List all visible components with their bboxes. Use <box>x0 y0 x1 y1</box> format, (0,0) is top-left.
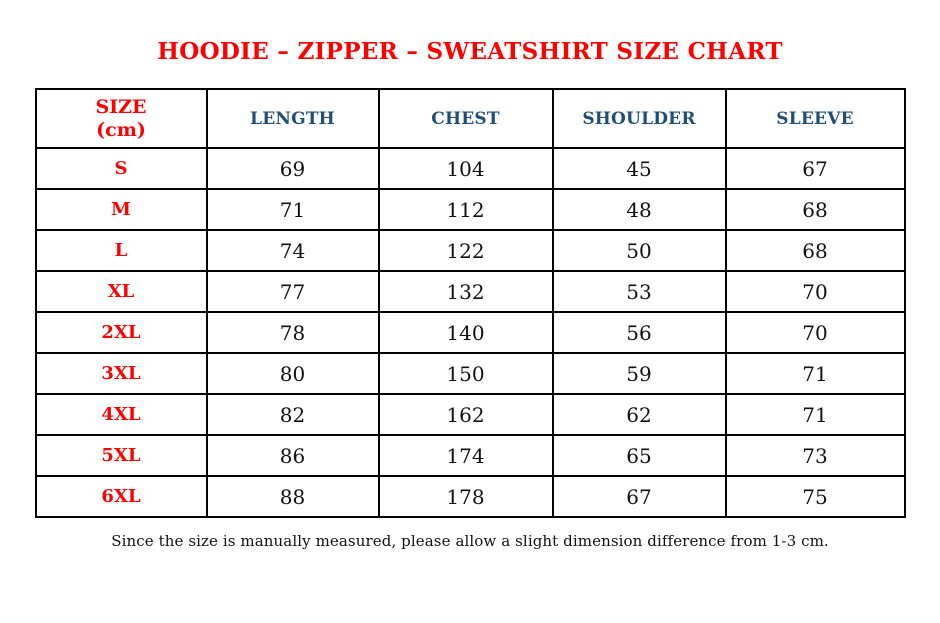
sleeve-cell: 70 <box>724 270 906 313</box>
table-row: 3XL 80 150 59 71 <box>34 352 906 395</box>
length-cell: 69 <box>205 147 380 190</box>
header-size-label: SIZE <box>95 95 147 118</box>
length-cell: 71 <box>205 188 380 231</box>
measurement-note: Since the size is manually measured, ple… <box>111 532 829 550</box>
length-cell: 77 <box>205 270 380 313</box>
header-size-cm: SIZE (cm) <box>34 88 208 149</box>
sleeve-cell: 71 <box>724 352 906 395</box>
size-chart-table: SIZE (cm) LENGTH CHEST SHOULDER SLEEVE S… <box>34 88 906 518</box>
header-row: SIZE (cm) LENGTH CHEST SHOULDER SLEEVE <box>34 88 906 149</box>
header-shoulder: SHOULDER <box>551 88 727 149</box>
size-cell: 6XL <box>34 475 208 518</box>
size-cell: 4XL <box>34 393 208 436</box>
chest-cell: 150 <box>377 352 554 395</box>
sleeve-cell: 73 <box>724 434 906 477</box>
size-cell: XL <box>34 270 208 313</box>
table-row: 5XL 86 174 65 73 <box>34 434 906 477</box>
shoulder-cell: 56 <box>551 311 727 354</box>
length-cell: 86 <box>205 434 380 477</box>
chest-cell: 122 <box>377 229 554 272</box>
table-row: 4XL 82 162 62 71 <box>34 393 906 436</box>
shoulder-cell: 48 <box>551 188 727 231</box>
shoulder-cell: 62 <box>551 393 727 436</box>
page-title: HOODIE – ZIPPER – SWEATSHIRT SIZE CHART <box>157 38 783 65</box>
table-row: XL 77 132 53 70 <box>34 270 906 313</box>
length-cell: 74 <box>205 229 380 272</box>
chest-cell: 112 <box>377 188 554 231</box>
table-row: S 69 104 45 67 <box>34 147 906 190</box>
length-cell: 88 <box>205 475 380 518</box>
length-cell: 78 <box>205 311 380 354</box>
size-cell: 3XL <box>34 352 208 395</box>
sleeve-cell: 67 <box>724 147 906 190</box>
shoulder-cell: 53 <box>551 270 727 313</box>
size-cell: M <box>34 188 208 231</box>
sleeve-cell: 68 <box>724 188 906 231</box>
header-sleeve: SLEEVE <box>724 88 906 149</box>
sleeve-cell: 71 <box>724 393 906 436</box>
chest-cell: 178 <box>377 475 554 518</box>
length-cell: 82 <box>205 393 380 436</box>
size-cell: 2XL <box>34 311 208 354</box>
size-cell: S <box>34 147 208 190</box>
stray-period-dot: . <box>474 36 479 54</box>
size-cell: L <box>34 229 208 272</box>
header-chest: CHEST <box>377 88 554 149</box>
chest-cell: 140 <box>377 311 554 354</box>
sleeve-cell: 68 <box>724 229 906 272</box>
chest-cell: 132 <box>377 270 554 313</box>
header-length: LENGTH <box>205 88 380 149</box>
shoulder-cell: 50 <box>551 229 727 272</box>
table-row: L 74 122 50 68 <box>34 229 906 272</box>
length-cell: 80 <box>205 352 380 395</box>
table-row: M 71 112 48 68 <box>34 188 906 231</box>
shoulder-cell: 45 <box>551 147 727 190</box>
shoulder-cell: 59 <box>551 352 727 395</box>
chest-cell: 162 <box>377 393 554 436</box>
header-size-unit: (cm) <box>96 118 146 141</box>
size-cell: 5XL <box>34 434 208 477</box>
chest-cell: 104 <box>377 147 554 190</box>
table-row: 6XL 88 178 67 75 <box>34 475 906 518</box>
table-row: 2XL 78 140 56 70 <box>34 311 906 354</box>
chest-cell: 174 <box>377 434 554 477</box>
shoulder-cell: 67 <box>551 475 727 518</box>
shoulder-cell: 65 <box>551 434 727 477</box>
sleeve-cell: 70 <box>724 311 906 354</box>
sleeve-cell: 75 <box>724 475 906 518</box>
